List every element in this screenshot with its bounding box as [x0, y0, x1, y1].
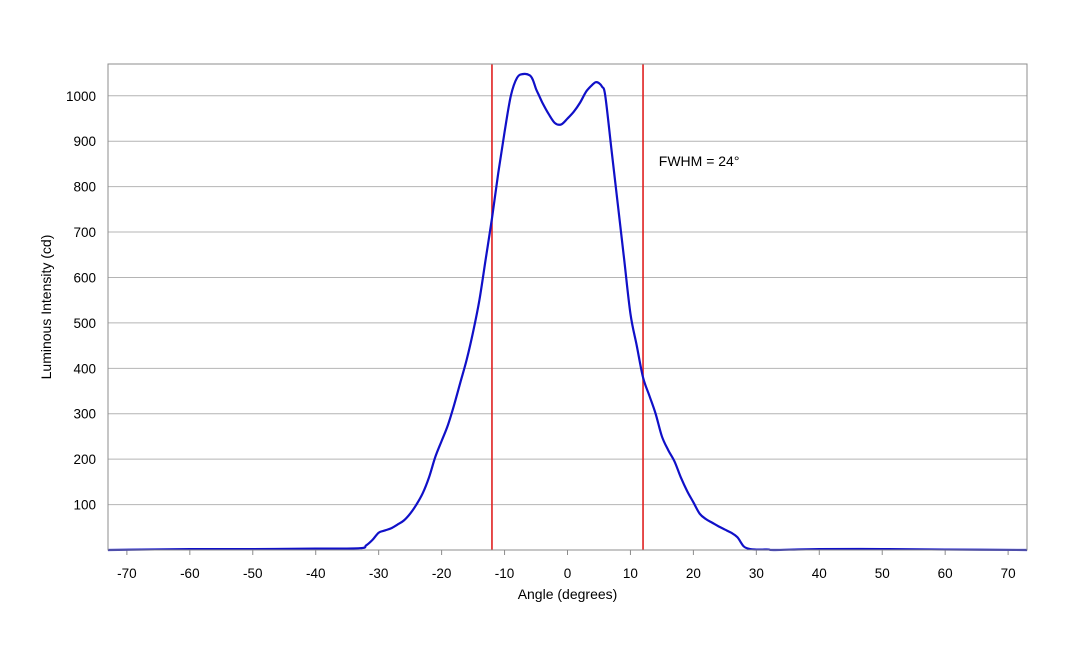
intensity-curve: [107, 72, 1028, 552]
x-tick-label: 20: [686, 566, 701, 581]
y-tick-label: 200: [73, 452, 96, 467]
x-axis-label: Angle (degrees): [518, 586, 618, 602]
x-tick-label: -20: [432, 566, 452, 581]
y-tick-label: 900: [73, 134, 96, 149]
y-tick-label: 100: [73, 498, 96, 513]
x-tick-label: -10: [495, 566, 515, 581]
y-tick-label: 600: [73, 270, 96, 285]
x-tick-label: 60: [938, 566, 953, 581]
x-tick-label: -50: [243, 566, 263, 581]
fwhm-annotation: FWHM = 24°: [659, 153, 740, 169]
x-tick-label: -40: [306, 566, 326, 581]
x-tick-label: -30: [369, 566, 389, 581]
x-tick-label: 40: [812, 566, 827, 581]
y-tick-label: 500: [73, 316, 96, 331]
x-tick-label: -70: [117, 566, 137, 581]
y-axis-label: Luminous Intensity (cd): [38, 235, 54, 380]
y-tick-label: 300: [73, 407, 96, 422]
x-tick-label: 10: [623, 566, 638, 581]
y-tick-label: 400: [73, 361, 96, 376]
x-tick-label: 0: [564, 566, 572, 581]
plot-frame: [107, 63, 1028, 551]
x-tick-label: 30: [749, 566, 764, 581]
x-tick-label: -60: [180, 566, 200, 581]
plot-background: [108, 64, 1027, 550]
y-tick-labels: 100 200 300 400 500 600 700 800 900 1000: [66, 89, 96, 513]
series-layer: [107, 72, 1028, 552]
y-tick-label: 800: [73, 180, 96, 195]
y-tick-label: 1000: [66, 89, 96, 104]
x-tick-label: 50: [875, 566, 890, 581]
x-tick-label: 70: [1001, 566, 1016, 581]
x-tick-labels: -70 -60 -50 -40 -30 -20 -10 0 10 20 30 40 50 60 70: [117, 550, 1016, 581]
grid-lines: [108, 95, 1027, 506]
y-tick-label: 700: [73, 225, 96, 240]
marker-lines: [491, 64, 644, 550]
